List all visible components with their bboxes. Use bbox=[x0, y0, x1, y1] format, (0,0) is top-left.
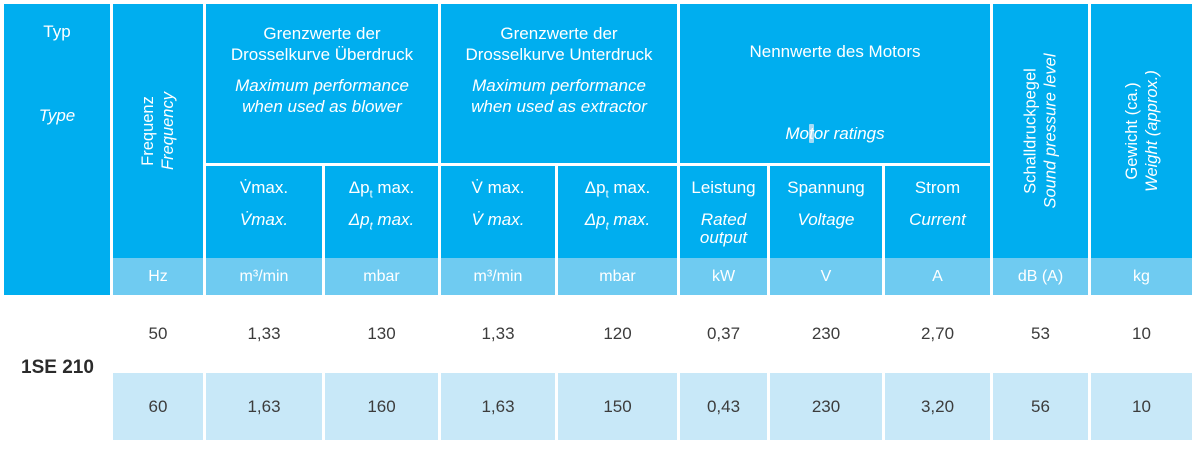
data-cell: 0,37 bbox=[706, 324, 741, 343]
unit-cell-kw: kW bbox=[680, 258, 767, 295]
group-header-extractor: Grenzwerte der Drosselkurve Unterdruck M… bbox=[441, 4, 677, 166]
type-label: 1SE 210 bbox=[21, 356, 94, 378]
unit-cell-m3min: m³/min bbox=[206, 258, 322, 295]
unit-cell-v: V bbox=[770, 258, 882, 295]
frequency-label-de: Frequenz bbox=[139, 96, 157, 166]
data-cell: 2,70 bbox=[920, 324, 955, 343]
data-cell: 1,63 bbox=[441, 373, 555, 440]
unit-cell-m3min: m³/min bbox=[441, 258, 555, 295]
data-cell: 1,33 bbox=[247, 324, 281, 343]
header-weight-cell: Gewicht (ca.) Weight (approx.) bbox=[1091, 4, 1192, 258]
weight-label-de: Gewicht (ca.) bbox=[1122, 82, 1141, 180]
data-cell: 53 bbox=[1031, 324, 1050, 343]
data-cell: 0,43 bbox=[680, 373, 767, 440]
typ-label-en: Type bbox=[38, 106, 76, 125]
subheader-dpt-extractor: Δpt max. Δpt max. bbox=[558, 166, 677, 258]
data-cell: 3,20 bbox=[885, 373, 990, 440]
header-sound-pressure-cell: Schalldruckpegel Sound pressure level bbox=[993, 4, 1088, 258]
data-cell: 1,33 bbox=[481, 324, 515, 343]
unit-cell-a: A bbox=[885, 258, 990, 295]
data-cell: 150 bbox=[558, 373, 677, 440]
subheader-vmax-blower: V̇max. V̇max. bbox=[206, 166, 322, 258]
header-frequency-cell: Frequenz Frequency bbox=[113, 4, 203, 258]
data-cell: 10 bbox=[1132, 324, 1151, 343]
subheader-dpt-blower: Δpt max. Δpt max. bbox=[325, 166, 438, 258]
data-cell: 120 bbox=[603, 324, 632, 343]
unit-cell-dba: dB (A) bbox=[993, 258, 1088, 295]
data-cell: 130 bbox=[367, 324, 396, 343]
sound-pressure-label-en: Sound pressure level bbox=[1041, 53, 1060, 209]
unit-cell-mbar: mbar bbox=[558, 258, 677, 295]
unit-cell-mbar: mbar bbox=[325, 258, 438, 295]
unit-cell-kg: kg bbox=[1091, 258, 1192, 295]
group-header-motor: Nennwerte des Motors Motor ratings bbox=[680, 4, 990, 166]
data-cell: 160 bbox=[325, 373, 438, 440]
data-cell-freq-60: 60 bbox=[113, 373, 203, 440]
unit-cell-hz: Hz bbox=[113, 258, 203, 295]
subheader-voltage: Spannung Voltage bbox=[770, 166, 882, 258]
datasheet-table: Typ Type Frequenz Frequency Grenzwerte d… bbox=[4, 4, 1192, 440]
data-cell: 230 bbox=[811, 324, 841, 343]
group-blower-en: Maximum performance when used as blower bbox=[235, 76, 409, 116]
frequency-label-en: Frequency bbox=[159, 92, 177, 170]
data-cell: 1,63 bbox=[206, 373, 322, 440]
typ-label-de: Typ bbox=[43, 22, 71, 41]
group-motor-de: Nennwerte des Motors bbox=[749, 42, 921, 61]
subheader-vmax-extractor: V̇ max. V̇ max. bbox=[441, 166, 555, 258]
weight-label-en: Weight (approx.) bbox=[1142, 70, 1161, 192]
data-cell: 230 bbox=[770, 373, 882, 440]
group-motor-en: Motor ratings bbox=[785, 124, 885, 143]
data-cell-freq-50: 50 bbox=[148, 324, 168, 343]
header-typ-cell: Typ Type bbox=[4, 4, 110, 295]
group-header-blower: Grenzwerte der Drosselkurve Überdruck Ma… bbox=[206, 4, 438, 166]
subheader-current: Strom Current bbox=[885, 166, 990, 258]
sound-pressure-label-de: Schalldruckpegel bbox=[1021, 68, 1040, 194]
group-extractor-de: Grenzwerte der Drosselkurve Unterdruck bbox=[465, 24, 653, 64]
data-cell: 10 bbox=[1091, 373, 1192, 440]
highlighted-letter: t bbox=[809, 124, 814, 143]
subheader-rated-output: Leistung Rated output bbox=[680, 166, 767, 258]
data-cell: 56 bbox=[993, 373, 1088, 440]
group-blower-de: Grenzwerte der Drosselkurve Überdruck bbox=[230, 24, 414, 64]
group-extractor-en: Maximum performance when used as extract… bbox=[471, 76, 647, 116]
